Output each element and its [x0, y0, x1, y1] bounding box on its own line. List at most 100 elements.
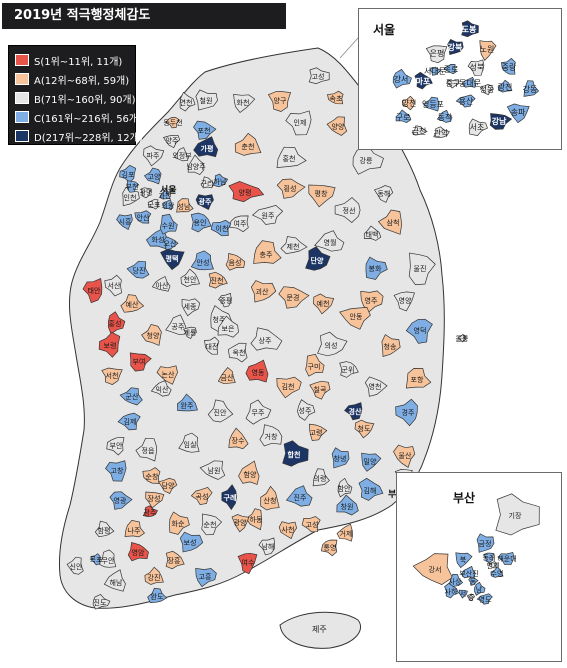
map-region	[238, 460, 260, 485]
map-region	[259, 424, 283, 447]
map-region	[158, 477, 178, 494]
seoul-region	[479, 40, 497, 61]
map-label: 계룡	[184, 328, 197, 337]
map-label: 여주	[234, 219, 247, 228]
map-label: 김제	[124, 418, 137, 426]
map-label: 울산	[399, 451, 412, 460]
map-region	[156, 365, 178, 385]
map-region	[313, 293, 335, 315]
busan-label: 영도	[479, 595, 492, 604]
legend-item-s: S(1위~11위, 11개)	[15, 51, 129, 69]
map-label: 의성	[325, 341, 338, 350]
busan-region	[497, 551, 515, 565]
map-label: 구리	[201, 179, 214, 188]
seoul-label: 영등포	[422, 99, 444, 109]
map-label: 포천	[198, 126, 211, 135]
map-label: 함안	[338, 484, 351, 493]
map-label: 서천	[106, 371, 119, 380]
map-region	[305, 353, 325, 377]
map-label: 김포	[122, 171, 135, 179]
map-label: 부천	[126, 182, 139, 191]
map-region	[245, 359, 269, 383]
map-title: 2019년 적극행정체감도	[2, 3, 286, 29]
map-region	[117, 412, 141, 431]
map-label: 여수	[242, 558, 255, 567]
busan-region	[466, 593, 475, 602]
busan-label: 수영	[491, 569, 504, 578]
map-label: 청송	[384, 343, 397, 351]
busan-label: 중	[468, 594, 475, 602]
map-region	[228, 181, 265, 203]
busan-label: 사하	[445, 587, 458, 596]
seoul-label: 도봉	[462, 24, 477, 34]
map-region	[103, 569, 126, 592]
map-label: 연천	[180, 98, 193, 107]
map-region	[180, 268, 200, 287]
map-label: 의왕	[162, 201, 175, 210]
map-label: 예산	[126, 300, 139, 309]
map-label: 동해	[378, 189, 391, 198]
map-label: 밀양	[364, 458, 377, 466]
busan-label: 연제	[487, 562, 500, 570]
map-region	[127, 180, 140, 193]
map-region	[208, 271, 228, 289]
seoul-region	[443, 64, 457, 75]
map-label: 포항	[411, 375, 424, 384]
map-region	[245, 508, 263, 531]
map-region	[210, 219, 232, 237]
map-region	[331, 447, 350, 469]
legend-label-b: B(71위~160위, 90개)	[34, 94, 136, 106]
map-region	[120, 294, 145, 313]
map-label: 고창	[111, 467, 124, 475]
map-region	[193, 120, 217, 140]
legend-swatch-s	[15, 54, 29, 66]
map-label: 제천	[287, 242, 300, 251]
map-region	[150, 380, 172, 397]
seoul-region	[523, 80, 540, 97]
map-region	[337, 477, 353, 498]
map-region	[218, 292, 232, 308]
map-region	[364, 376, 388, 397]
map-label: 의정부	[172, 151, 192, 160]
map-region	[217, 315, 239, 338]
seoul-region	[395, 109, 412, 123]
map-label: 진도	[94, 598, 107, 607]
map-label: 천안	[184, 275, 197, 284]
map-region	[358, 477, 384, 501]
map-label: 괴산	[256, 287, 269, 296]
map-region	[233, 94, 256, 113]
map-label: 함평	[98, 526, 111, 535]
map-region	[320, 539, 338, 557]
map-region	[201, 513, 223, 536]
map-region	[393, 291, 415, 312]
legend-swatch-b	[15, 92, 29, 104]
map-label: 남양주	[186, 162, 206, 171]
busan-label: 서	[460, 589, 466, 598]
map-region	[285, 110, 312, 136]
map-label: 장수	[232, 436, 245, 445]
map-region	[195, 89, 218, 111]
busan-label: 북	[460, 556, 467, 564]
map-label: 강진	[148, 573, 161, 582]
map-label: 태안	[88, 286, 101, 295]
map-label: 임실	[184, 440, 197, 449]
map-label: 순창	[146, 473, 159, 481]
busan-region	[476, 593, 493, 605]
busan-region	[495, 493, 540, 536]
map-region	[285, 485, 313, 507]
map-region	[260, 485, 280, 511]
map-label: 양평	[239, 188, 252, 197]
seoul-label: 동작	[438, 112, 453, 122]
map-region	[126, 260, 150, 279]
legend-item-d: D(217위~228위, 12개)	[15, 127, 143, 145]
seoul-region	[467, 59, 485, 76]
map-region	[104, 274, 122, 297]
map-region	[193, 136, 219, 158]
legend-label-d: D(217위~228위, 12개)	[34, 132, 143, 144]
map-region	[187, 154, 205, 176]
map-region	[90, 553, 101, 566]
seoul-label: 노원	[480, 45, 495, 54]
map-label: 산청	[264, 496, 277, 505]
map-label: 아산	[156, 281, 169, 290]
